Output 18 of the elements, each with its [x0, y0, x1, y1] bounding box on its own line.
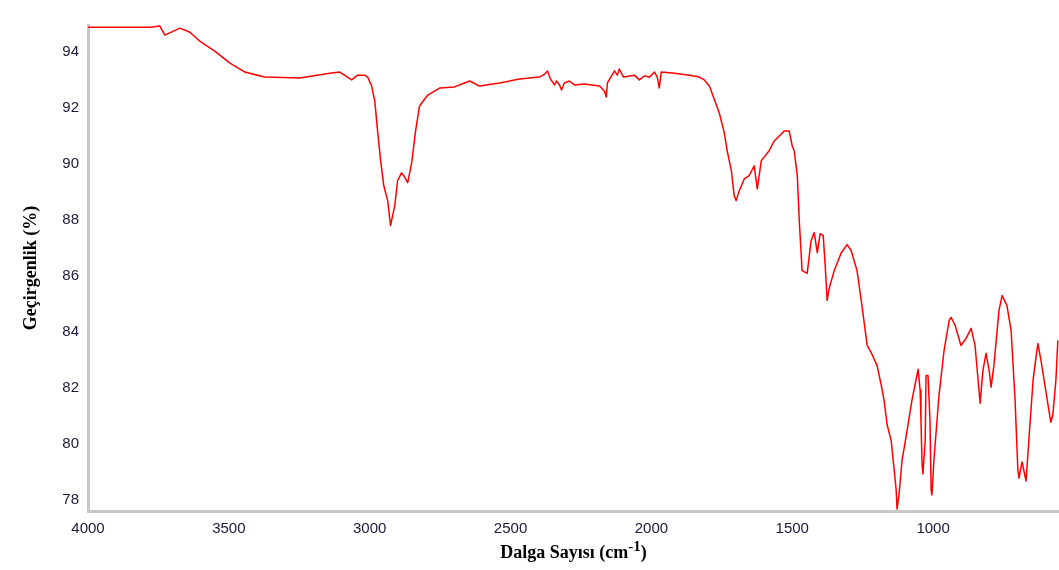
y-tick-label: 84 — [62, 321, 79, 339]
x-axis-title: Dalga Sayısı (cm$^{-1}$) — [499, 538, 648, 563]
x-tick-label: 3500 — [212, 519, 246, 537]
x-tick-label: 2500 — [493, 519, 528, 537]
x-tick-label: 1500 — [775, 519, 809, 537]
y-tick-label: 82 — [62, 377, 79, 395]
x-tick-label: 1000 — [916, 519, 950, 537]
y-tick-label: 92 — [62, 97, 79, 115]
y-tick-label: 88 — [62, 209, 79, 227]
y-tick-label: 86 — [62, 265, 79, 283]
x-tick-label: 3000 — [353, 519, 387, 537]
y-tick-label: 94 — [62, 41, 79, 59]
y-tick-label: 80 — [62, 433, 79, 451]
x-tick-label: 4000 — [71, 519, 105, 537]
y-axis-title: Geçirgenlik (%) — [19, 205, 41, 331]
x-tick-label: 2000 — [634, 519, 669, 537]
y-tick-label: 78 — [62, 489, 79, 507]
y-tick-label: 90 — [62, 153, 79, 171]
